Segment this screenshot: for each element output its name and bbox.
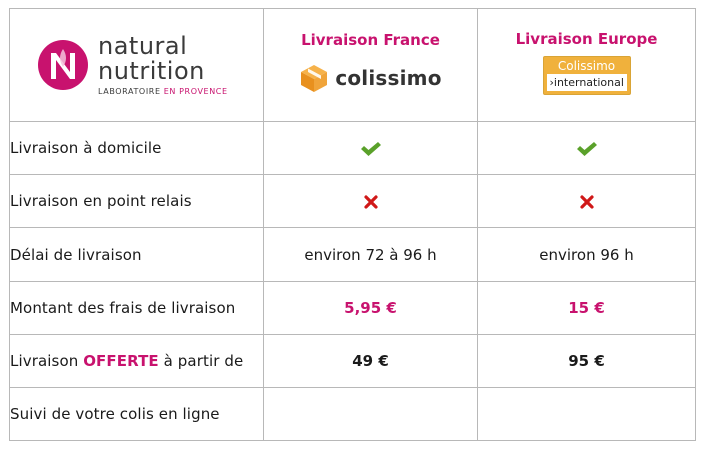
europe-delay-value: environ 96 h xyxy=(477,227,696,282)
colissimo-int-bottom: ›international xyxy=(546,73,627,91)
shipping-comparison-table: natural nutrition LABORATOIRE EN PROVENC… xyxy=(9,7,696,442)
row-label-suffix: à partir de xyxy=(158,351,244,370)
row-label: Montant des frais de livraison xyxy=(9,280,264,335)
colissimo-logo: colissimo xyxy=(264,63,477,93)
header-row: natural nutrition LABORATOIRE EN PROVENC… xyxy=(9,7,696,123)
table-row: Délai de livraison environ 72 à 96 h env… xyxy=(9,227,696,282)
europe-home-delivery-cell xyxy=(477,121,696,176)
check-icon xyxy=(360,141,381,156)
europe-header-cell: Livraison Europe Colissimo ›internationa… xyxy=(477,7,696,123)
europe-tracking-cell xyxy=(477,386,696,442)
row-label: Livraison en point relais xyxy=(9,174,264,229)
france-relay-point-cell xyxy=(263,174,478,229)
natural-nutrition-logo: natural nutrition LABORATOIRE EN PROVENC… xyxy=(10,34,263,96)
row-label: Délai de livraison xyxy=(9,227,264,282)
france-delay-value: environ 72 à 96 h xyxy=(263,227,478,282)
cross-icon xyxy=(363,195,378,209)
colissimo-box-icon xyxy=(301,65,328,93)
france-free-threshold: 49 € xyxy=(263,333,478,388)
france-column-title: Livraison France xyxy=(301,31,440,50)
table-row: Livraison OFFERTE à partir de 49 € 95 € xyxy=(9,333,696,388)
logo-sub-prefix: LABORATOIRE xyxy=(98,87,164,97)
france-header-cell: Livraison France colissimo xyxy=(263,7,478,123)
france-home-delivery-cell xyxy=(263,121,478,176)
colissimo-int-top: Colissimo xyxy=(557,58,616,73)
france-tracking-cell xyxy=(263,386,478,442)
europe-shipping-cost: 15 € xyxy=(477,280,696,335)
europe-column-title: Livraison Europe xyxy=(515,29,658,48)
cross-icon xyxy=(579,195,594,209)
table-row: Livraison à domicile xyxy=(9,121,696,176)
check-icon xyxy=(576,141,597,156)
table-row: Suivi de votre colis en ligne xyxy=(9,386,696,442)
row-label: Livraison OFFERTE à partir de xyxy=(9,333,264,388)
logo-subtitle: LABORATOIRE EN PROVENCE xyxy=(98,87,228,96)
europe-free-threshold: 95 € xyxy=(477,333,696,388)
row-label-prefix: Livraison xyxy=(10,351,84,370)
brand-logo-cell: natural nutrition LABORATOIRE EN PROVENC… xyxy=(9,7,264,123)
row-label-offer: OFFERTE xyxy=(83,351,159,370)
colissimo-international-logo: Colissimo ›international xyxy=(542,55,631,95)
logo-word-nutrition: nutrition xyxy=(98,57,205,86)
row-label: Suivi de votre colis en ligne xyxy=(9,386,264,442)
row-label: Livraison à domicile xyxy=(9,121,264,176)
table-row: Montant des frais de livraison 5,95 € 15… xyxy=(9,280,696,335)
table-row: Livraison en point relais xyxy=(9,174,696,229)
logo-sub-highlight: EN PROVENCE xyxy=(163,87,228,97)
europe-relay-point-cell xyxy=(477,174,696,229)
logo-word-natural: natural xyxy=(98,32,188,61)
colissimo-logo-word: colissimo xyxy=(335,66,442,91)
natural-nutrition-mark-icon xyxy=(38,40,88,91)
france-shipping-cost: 5,95 € xyxy=(263,280,478,335)
